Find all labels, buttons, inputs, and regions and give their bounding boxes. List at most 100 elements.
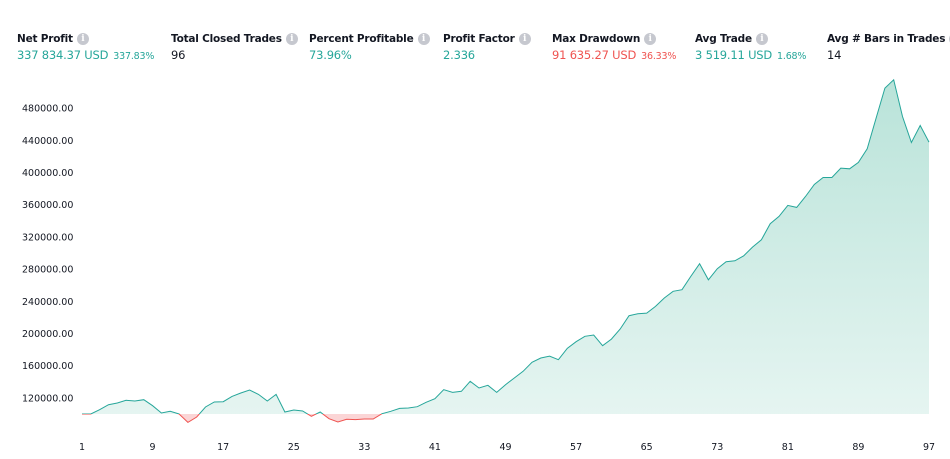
equity-point[interactable] (467, 378, 473, 384)
equity-point[interactable] (203, 404, 209, 410)
equity-point[interactable] (503, 382, 509, 388)
equity-point[interactable] (705, 277, 711, 283)
equity-point[interactable] (908, 139, 914, 145)
equity-point[interactable] (670, 288, 676, 294)
equity-point[interactable] (732, 258, 738, 264)
equity-point[interactable] (361, 416, 367, 422)
equity-point[interactable] (802, 193, 808, 199)
equity-point[interactable] (132, 398, 138, 404)
equity-point[interactable] (864, 146, 870, 152)
equity-point[interactable] (97, 407, 103, 413)
equity-point[interactable] (591, 332, 597, 338)
equity-point[interactable] (150, 403, 156, 409)
equity-point[interactable] (273, 391, 279, 397)
equity-point[interactable] (255, 391, 261, 397)
equity-point[interactable] (608, 336, 614, 342)
equity-point[interactable] (414, 404, 420, 410)
equity-point[interactable] (379, 411, 385, 417)
equity-point[interactable] (405, 405, 411, 411)
equity-point[interactable] (397, 405, 403, 411)
equity-point[interactable] (220, 399, 226, 405)
equity-point[interactable] (247, 387, 253, 393)
info-icon[interactable]: i (755, 33, 768, 45)
equity-point[interactable] (185, 419, 191, 425)
equity-point[interactable] (114, 400, 120, 406)
equity-point[interactable] (388, 408, 394, 414)
equity-point[interactable] (811, 181, 817, 187)
equity-point[interactable] (79, 411, 85, 417)
equity-point[interactable] (626, 313, 632, 319)
equity-point[interactable] (88, 411, 94, 417)
equity-point[interactable] (520, 368, 526, 374)
equity-point[interactable] (326, 416, 332, 422)
equity-point[interactable] (158, 410, 164, 416)
equity-point[interactable] (661, 295, 667, 301)
equity-point[interactable] (317, 409, 323, 415)
equity-point[interactable] (441, 387, 447, 393)
equity-point[interactable] (600, 343, 606, 349)
equity-point[interactable] (820, 174, 826, 180)
equity-point[interactable] (635, 311, 641, 317)
equity-point[interactable] (476, 385, 482, 391)
equity-point[interactable] (758, 237, 764, 243)
info-icon[interactable]: i (644, 33, 657, 45)
equity-point[interactable] (344, 416, 350, 422)
equity-point[interactable] (529, 359, 535, 365)
equity-point[interactable] (264, 398, 270, 404)
equity-point[interactable] (238, 390, 244, 396)
info-icon[interactable]: i (76, 33, 89, 45)
info-icon[interactable]: i (285, 33, 298, 45)
info-icon[interactable]: i (518, 33, 531, 45)
equity-point[interactable] (291, 407, 297, 413)
equity-point[interactable] (900, 113, 906, 119)
equity-point[interactable] (855, 159, 861, 165)
equity-point[interactable] (353, 417, 359, 423)
equity-point[interactable] (838, 165, 844, 171)
equity-point[interactable] (167, 408, 173, 414)
equity-point[interactable] (891, 77, 897, 83)
equity-point[interactable] (511, 375, 517, 381)
equity-point[interactable] (741, 253, 747, 259)
equity-point[interactable] (335, 419, 341, 425)
equity-point[interactable] (688, 273, 694, 279)
equity-point[interactable] (652, 303, 658, 309)
equity-point[interactable] (211, 399, 217, 405)
equity-point[interactable] (282, 409, 288, 415)
equity-point[interactable] (300, 408, 306, 414)
equity-point[interactable] (714, 266, 720, 272)
equity-point[interactable] (644, 310, 650, 316)
equity-point[interactable] (123, 397, 129, 403)
equity-point[interactable] (450, 389, 456, 395)
equity-point[interactable] (229, 393, 235, 399)
equity-point[interactable] (105, 402, 111, 408)
equity-point[interactable] (776, 213, 782, 219)
equity-point[interactable] (485, 382, 491, 388)
equity-point[interactable] (458, 388, 464, 394)
equity-point[interactable] (697, 261, 703, 267)
equity-point[interactable] (538, 355, 544, 361)
equity-point[interactable] (617, 326, 623, 332)
equity-point[interactable] (573, 339, 579, 345)
equity-point[interactable] (494, 389, 500, 395)
equity-point[interactable] (750, 244, 756, 250)
equity-point[interactable] (555, 357, 561, 363)
equity-point[interactable] (723, 259, 729, 265)
equity-point[interactable] (847, 166, 853, 172)
equity-point[interactable] (547, 353, 553, 359)
equity-point[interactable] (194, 414, 200, 420)
equity-point[interactable] (794, 204, 800, 210)
equity-point[interactable] (141, 397, 147, 403)
equity-point[interactable] (582, 333, 588, 339)
equity-point[interactable] (785, 202, 791, 208)
equity-point[interactable] (423, 399, 429, 405)
equity-point[interactable] (679, 287, 685, 293)
equity-point[interactable] (882, 85, 888, 91)
equity-point[interactable] (564, 345, 570, 351)
equity-point[interactable] (308, 413, 314, 419)
equity-point[interactable] (767, 221, 773, 227)
equity-point[interactable] (432, 396, 438, 402)
equity-point[interactable] (926, 139, 932, 145)
equity-point[interactable] (176, 411, 182, 417)
equity-point[interactable] (370, 416, 376, 422)
info-icon[interactable]: i (417, 33, 430, 45)
